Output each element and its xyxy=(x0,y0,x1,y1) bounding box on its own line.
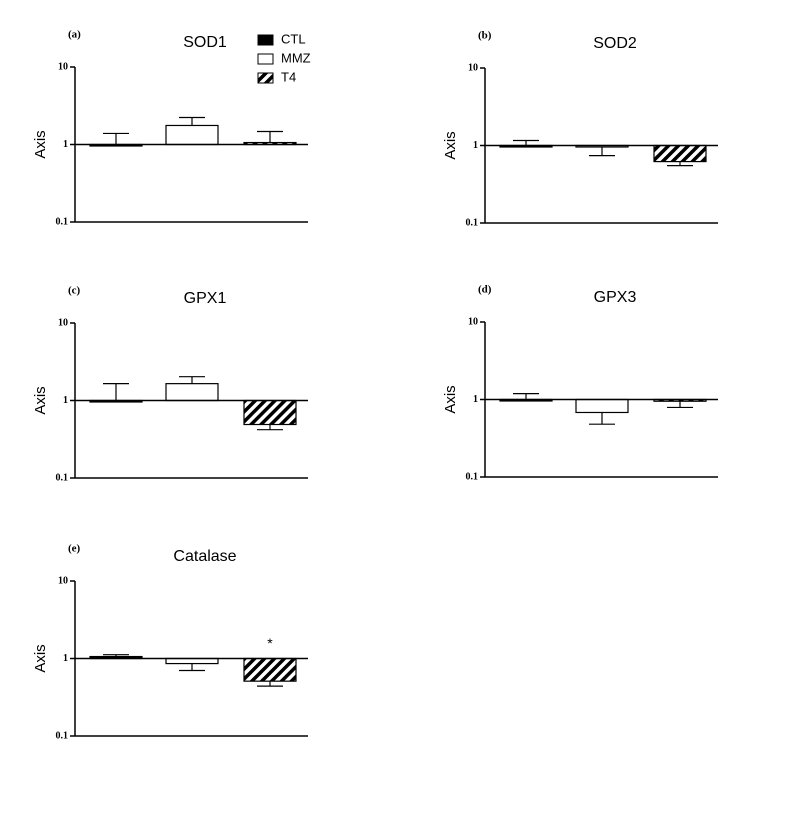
y-tick-label: 0.1 xyxy=(466,471,479,482)
chart-title: GPX1 xyxy=(184,290,227,307)
y-axis-label: Axis xyxy=(32,644,49,672)
legend-label: T4 xyxy=(281,69,296,84)
y-axis-label: Axis xyxy=(32,386,49,414)
chart-title: SOD1 xyxy=(183,34,227,51)
y-tick-label: 1 xyxy=(63,395,68,406)
bar xyxy=(165,383,219,402)
bar xyxy=(243,399,297,426)
y-tick-label: 10 xyxy=(468,62,478,73)
y-tick-label: 10 xyxy=(468,316,478,327)
chart-title: Catalase xyxy=(173,548,236,565)
legend-label: MMZ xyxy=(281,50,311,65)
panel-label: (e) xyxy=(68,543,81,555)
panel-label: (d) xyxy=(478,284,492,296)
bar xyxy=(165,657,219,665)
y-tick-label: 1 xyxy=(473,394,478,405)
chart-title: GPX3 xyxy=(594,289,637,306)
legend-swatch xyxy=(257,72,274,84)
y-tick-label: 0.1 xyxy=(56,730,69,741)
legend-swatch xyxy=(257,53,274,65)
y-tick-label: 1 xyxy=(473,140,478,151)
panel-label: (c) xyxy=(68,285,81,297)
y-axis-label: Axis xyxy=(442,131,459,159)
y-tick-label: 0.1 xyxy=(466,217,479,228)
panel-label: (a) xyxy=(68,29,81,41)
y-axis-label: Axis xyxy=(32,130,49,158)
bar xyxy=(165,124,219,146)
bar xyxy=(243,657,297,682)
annotation: * xyxy=(267,635,273,651)
y-axis-label: Axis xyxy=(442,385,459,413)
legend-swatch xyxy=(257,34,274,46)
y-tick-label: 1 xyxy=(63,653,68,664)
y-tick-label: 0.1 xyxy=(56,472,69,483)
y-tick-label: 1 xyxy=(63,139,68,150)
y-tick-label: 10 xyxy=(58,575,68,586)
y-tick-label: 10 xyxy=(58,61,68,72)
bar xyxy=(653,144,707,163)
y-tick-label: 10 xyxy=(58,317,68,328)
legend-label: CTL xyxy=(281,31,306,46)
y-tick-label: 0.1 xyxy=(56,216,69,227)
panel-label: (b) xyxy=(478,30,492,42)
bar xyxy=(575,398,629,414)
chart-title: SOD2 xyxy=(593,35,637,52)
